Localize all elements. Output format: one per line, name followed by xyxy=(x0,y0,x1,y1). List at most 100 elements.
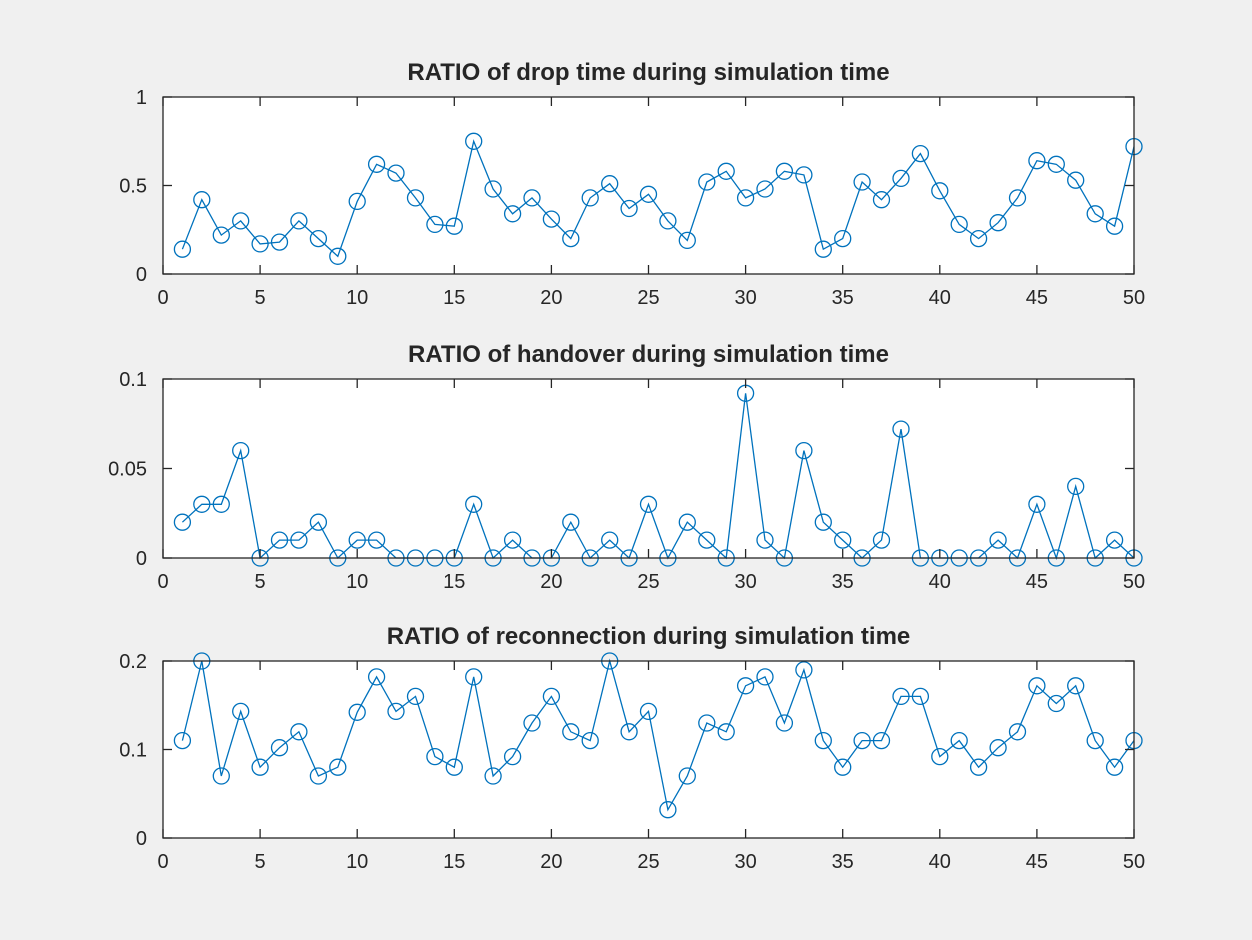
data-point-marker xyxy=(756,668,774,686)
y-axis-ticks: 0 0.05 0.1 xyxy=(108,369,1134,570)
data-point-marker xyxy=(1047,694,1065,713)
data-point-marker xyxy=(193,191,211,209)
y-tick-label: 0.05 xyxy=(108,459,147,481)
data-point-marker xyxy=(581,189,599,207)
data-point-marker xyxy=(270,531,289,549)
x-tick-label: 40 xyxy=(929,851,951,873)
data-point-marker xyxy=(251,758,269,776)
data-point-marker xyxy=(290,723,308,741)
data-point-marker xyxy=(834,758,852,776)
data-point-marker xyxy=(698,173,716,191)
data-point-marker xyxy=(1105,217,1124,235)
data-point-marker xyxy=(853,731,871,750)
series-drop-time xyxy=(173,132,1143,265)
x-tick-label: 5 xyxy=(255,571,266,593)
x-axis-ticks: 0 5 10 15 20 25 30 35 40 45 50 xyxy=(157,97,1145,309)
x-tick-label: 45 xyxy=(1026,571,1048,593)
data-point-marker xyxy=(775,714,794,732)
x-tick-label: 30 xyxy=(734,571,756,593)
x-tick-label: 10 xyxy=(346,851,368,873)
x-tick-label: 50 xyxy=(1123,571,1145,593)
data-point-marker xyxy=(834,229,852,248)
x-tick-label: 15 xyxy=(443,571,465,593)
x-tick-label: 30 xyxy=(734,851,756,873)
data-point-marker xyxy=(678,767,696,785)
data-point-marker xyxy=(309,513,328,531)
data-point-marker xyxy=(659,801,677,819)
data-point-marker xyxy=(814,731,832,750)
data-point-marker xyxy=(717,162,735,180)
data-point-marker xyxy=(465,132,483,150)
data-point-marker xyxy=(581,731,599,750)
data-point-marker xyxy=(562,229,580,248)
x-tick-label: 10 xyxy=(346,571,368,593)
data-point-marker xyxy=(1028,495,1046,513)
x-tick-label: 25 xyxy=(637,851,659,873)
x-tick-label: 20 xyxy=(540,287,562,309)
data-point-marker xyxy=(872,191,891,209)
data-point-marker xyxy=(232,441,250,460)
data-point-marker xyxy=(562,513,580,531)
data-point-marker xyxy=(639,702,658,721)
y-tick-label: 0.5 xyxy=(119,176,147,198)
data-point-marker xyxy=(503,531,522,549)
data-point-marker xyxy=(834,531,852,549)
x-tick-label: 15 xyxy=(443,851,465,873)
data-point-marker xyxy=(698,531,716,549)
data-point-marker xyxy=(814,513,832,531)
chart-title: RATIO of handover during simulation time xyxy=(408,341,889,368)
x-tick-label: 25 xyxy=(637,571,659,593)
data-point-marker xyxy=(465,668,483,686)
data-point-marker xyxy=(348,192,366,211)
data-point-marker xyxy=(270,739,289,757)
x-tick-label: 35 xyxy=(832,287,854,309)
x-tick-label: 5 xyxy=(255,287,266,309)
x-tick-label: 50 xyxy=(1123,851,1145,873)
y-tick-label: 0.1 xyxy=(119,369,147,391)
data-point-marker xyxy=(1086,731,1104,750)
data-point-marker xyxy=(756,180,774,198)
data-point-marker xyxy=(931,747,949,766)
data-point-marker xyxy=(1028,152,1046,170)
data-point-marker xyxy=(698,714,716,732)
data-point-marker xyxy=(173,731,192,750)
data-point-marker xyxy=(1105,758,1124,776)
x-tick-label: 0 xyxy=(157,851,168,873)
data-point-marker xyxy=(950,731,968,750)
data-point-marker xyxy=(484,767,502,785)
data-point-marker xyxy=(1067,171,1085,189)
data-point-marker xyxy=(931,182,949,200)
data-point-marker xyxy=(232,702,250,721)
y-tick-label: 0.2 xyxy=(119,651,147,673)
data-point-marker xyxy=(989,739,1007,757)
data-point-marker xyxy=(232,212,250,230)
data-point-marker xyxy=(872,731,891,750)
data-point-marker xyxy=(601,531,619,549)
data-point-marker xyxy=(503,747,522,766)
x-tick-label: 40 xyxy=(929,287,951,309)
x-tick-label: 20 xyxy=(540,571,562,593)
data-point-marker xyxy=(1086,205,1104,223)
data-point-marker xyxy=(1067,477,1085,496)
data-point-marker xyxy=(678,231,696,250)
data-point-marker xyxy=(1008,189,1027,207)
data-point-marker xyxy=(503,205,522,223)
data-point-marker xyxy=(911,144,930,163)
x-tick-label: 45 xyxy=(1026,287,1048,309)
data-point-marker xyxy=(1067,677,1085,695)
y-tick-label: 0 xyxy=(136,548,147,570)
x-tick-label: 0 xyxy=(157,287,168,309)
data-point-marker xyxy=(659,212,677,230)
data-point-marker xyxy=(309,229,328,248)
x-axis-ticks: 0 5 10 15 20 25 30 35 40 45 50 xyxy=(157,661,1145,873)
data-point-marker xyxy=(814,240,832,258)
y-tick-label: 1 xyxy=(136,87,147,109)
x-tick-label: 35 xyxy=(832,571,854,593)
data-point-marker xyxy=(795,166,813,184)
data-point-marker xyxy=(775,162,794,180)
data-point-marker xyxy=(367,668,386,686)
data-point-marker xyxy=(309,767,328,785)
x-tick-label: 40 xyxy=(929,571,951,593)
data-point-marker xyxy=(892,420,910,438)
